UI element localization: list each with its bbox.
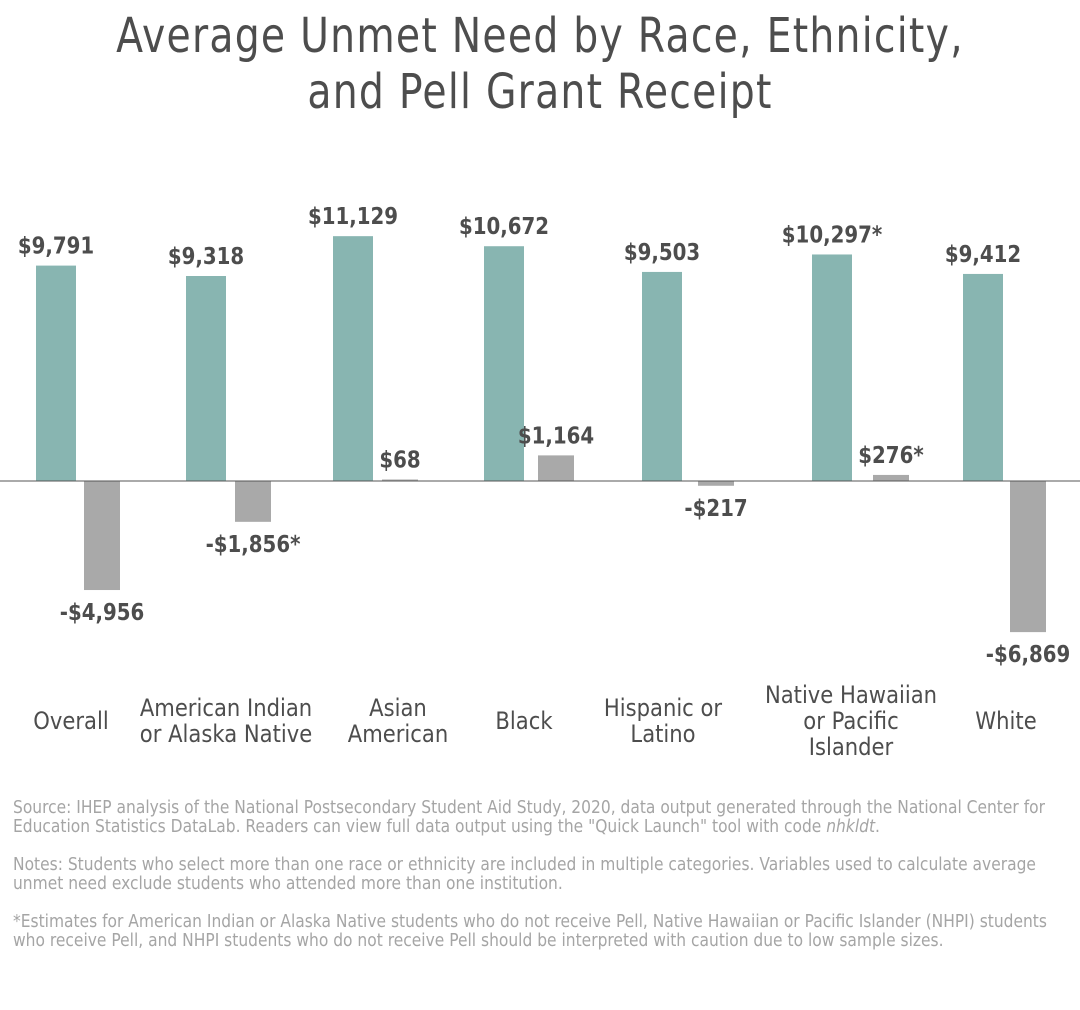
category-label-0-line-0: Overall [33, 708, 108, 736]
bar-label-no-pell-2: $68 [379, 447, 420, 474]
bar-no-pell-2 [382, 479, 418, 481]
category-label-2-line-1: American [348, 721, 448, 749]
bar-pell-3 [484, 246, 524, 481]
methodology-note: Notes: Students who select more than one… [13, 854, 1036, 894]
category-label-5-line-1: or Pacific [803, 708, 898, 736]
bar-no-pell-1 [235, 481, 271, 522]
bar-pell-5 [812, 254, 852, 481]
source-code: nhkldt [826, 816, 876, 837]
category-label-5-line-2: Islander [809, 734, 894, 762]
chart-notes: Source: IHEP analysis of the National Po… [13, 798, 1069, 950]
bar-chart: $9,791 $9,318 $11,129 $10,672 $9,503 $10,297*… [0, 204, 1080, 762]
bar-label-pell-1: $9,318 [168, 244, 244, 271]
bar-label-no-pell-4: -$217 [684, 495, 747, 522]
bar-label-pell-3: $10,672 [459, 214, 549, 241]
category-label-6-line-0: White [975, 708, 1036, 736]
source-note: Source: IHEP analysis of the National Po… [13, 798, 1069, 836]
category-label-1-line-0: American Indian [140, 695, 312, 723]
bar-label-pell-0: $9,791 [18, 233, 94, 260]
category-label-4-line-0: Hispanic or [604, 695, 723, 723]
bar-no-pell-0 [84, 481, 120, 591]
bar-label-pell-2: $11,129 [308, 204, 398, 231]
source-text: Source: IHEP analysis of the National Po… [13, 797, 1045, 837]
bar-label-no-pell-3: $1,164 [518, 423, 594, 450]
sample-size-caveat: *Estimates for American Indian or Alaska… [13, 911, 1047, 951]
bar-label-no-pell-0: -$4,956 [60, 600, 144, 627]
bar-pell-1 [186, 276, 226, 481]
category-label-5-line-0: Native Hawaiian [765, 682, 937, 710]
bar-label-no-pell-6: -$6,869 [986, 642, 1070, 669]
bar-no-pell-5 [873, 474, 909, 481]
chart-title-line-1: Average Unmet Need by Race, Ethnicity, [116, 8, 964, 64]
bar-no-pell-3 [538, 455, 574, 481]
category-label-1-line-1: or Alaska Native [140, 721, 312, 749]
bar-label-no-pell-5: $276* [858, 443, 923, 470]
bar-label-pell-4: $9,503 [624, 240, 700, 267]
category-label-2-line-0: Asian [369, 695, 427, 723]
bar-pell-2 [333, 236, 373, 481]
chart-title-line-2: and Pell Grant Receipt [307, 64, 773, 120]
bar-pell-4 [642, 271, 682, 481]
bar-pell-0 [36, 265, 76, 481]
bar-label-no-pell-1: -$1,856* [206, 531, 301, 558]
chart-title: Average Unmet Need by Race, Ethnicity, a… [97, 8, 983, 120]
source-suffix: . [875, 816, 880, 837]
bar-no-pell-6 [1010, 481, 1046, 633]
category-label-4-line-1: Latino [630, 721, 695, 749]
bar-label-pell-6: $9,412 [945, 242, 1021, 269]
bar-no-pell-4 [698, 481, 734, 486]
category-label-3-line-0: Black [495, 708, 553, 736]
bar-pell-6 [963, 273, 1003, 481]
bar-label-pell-5: $10,297* [782, 222, 882, 249]
